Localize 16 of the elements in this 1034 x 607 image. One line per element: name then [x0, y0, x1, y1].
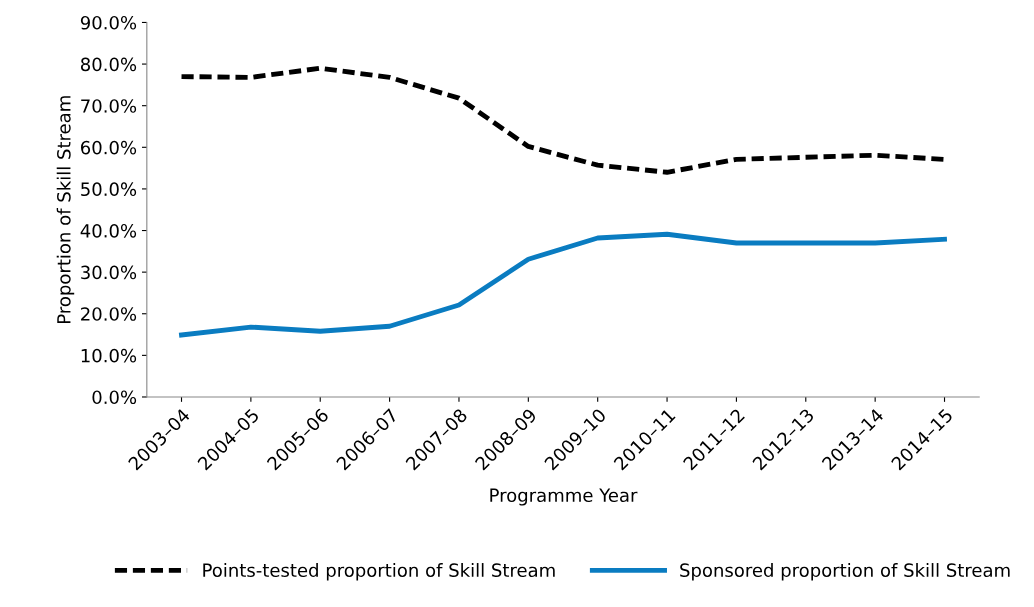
line-series: [179, 231, 947, 338]
line-series: [179, 65, 947, 175]
x-axis-title: Programme Year: [490, 488, 638, 506]
y-axis-title: Proportion of Skill Stream: [56, 96, 75, 323]
legend-label: Sponsored proportion of Skill Stream: [680, 563, 1010, 581]
y-tick-label: 50.0%: [81, 182, 137, 197]
y-tick-label: 80.0%: [80, 57, 137, 72]
y-tick-label: 10.0%: [81, 348, 137, 363]
y-tick-label: 70.0%: [81, 99, 137, 113]
y-tick-label: 90.0%: [80, 15, 137, 30]
y-tick-label: 60.0%: [81, 140, 137, 155]
legend-label: Points-tested proportion of Skill Stream: [203, 563, 555, 581]
y-tick-label: 40.0%: [80, 223, 137, 238]
y-tick-label: 30.0%: [81, 265, 137, 280]
y-tick-label: 20.0%: [81, 307, 137, 321]
y-tick-label: 0.0%: [92, 390, 137, 405]
